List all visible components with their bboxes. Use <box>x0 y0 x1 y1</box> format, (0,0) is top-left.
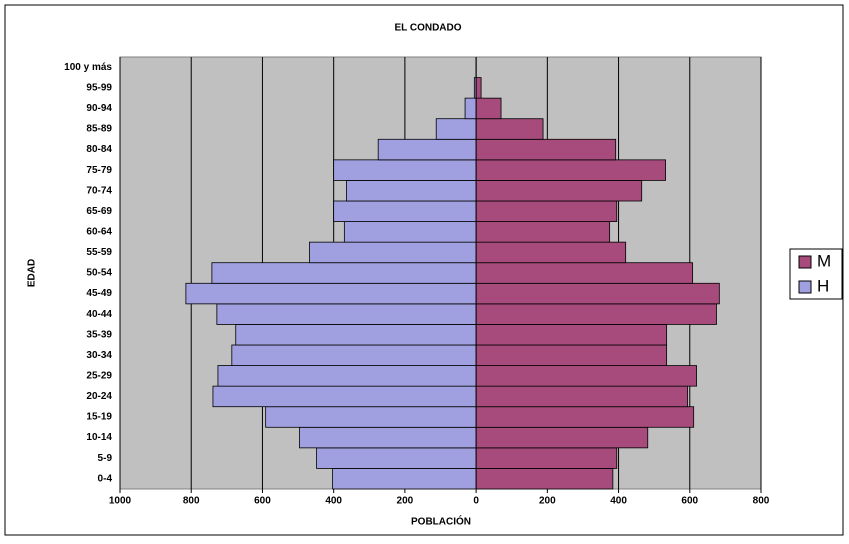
legend-label: H <box>817 276 829 295</box>
legend-swatch <box>798 280 812 294</box>
bar <box>309 241 477 264</box>
legend-label: M <box>817 251 831 270</box>
bar <box>475 262 694 284</box>
x-tick-label: 800 <box>183 496 200 507</box>
y-tick-label: 25-29 <box>86 370 112 381</box>
y-tick-label: 55-59 <box>86 247 112 258</box>
y-tick-label: 85-89 <box>86 124 112 135</box>
y-tick-label: 0-4 <box>98 473 113 484</box>
bar <box>475 77 482 99</box>
x-tick-label: 200 <box>539 496 556 507</box>
bar <box>475 303 717 325</box>
bar <box>316 447 477 469</box>
x-tick-label: 800 <box>753 496 770 507</box>
y-tick-label: 20-24 <box>86 391 112 402</box>
y-tick-label: 70-74 <box>86 185 112 196</box>
bar <box>185 282 477 305</box>
bar <box>475 200 618 222</box>
bar <box>475 97 502 120</box>
y-tick-label: 60-64 <box>86 226 112 237</box>
y-tick-label: 35-39 <box>86 329 112 340</box>
bar <box>333 159 477 181</box>
y-tick-label: 50-54 <box>86 268 112 279</box>
bar <box>265 406 477 428</box>
y-tick-label: 95-99 <box>86 82 112 93</box>
y-tick-label: 80-84 <box>86 144 112 155</box>
y-tick-label: 45-49 <box>86 288 112 299</box>
y-tick-label: 10-14 <box>86 432 112 443</box>
x-tick-label: 400 <box>325 496 342 507</box>
y-tick-label: 100 y más <box>64 62 112 73</box>
bar <box>475 447 618 469</box>
bar <box>475 159 666 181</box>
bar <box>217 365 477 387</box>
bar <box>235 324 477 346</box>
chart-title: EL CONDADO <box>394 23 461 34</box>
x-tick-label: 400 <box>610 496 627 507</box>
y-tick-label: 65-69 <box>86 206 112 217</box>
bar <box>216 303 477 325</box>
bar <box>475 365 697 387</box>
bar <box>475 180 643 202</box>
x-tick-label: 600 <box>681 496 698 507</box>
bar <box>464 97 477 120</box>
bar <box>435 118 477 140</box>
bar <box>377 138 477 161</box>
x-tick-label: 200 <box>397 496 414 507</box>
legend-swatch <box>798 255 812 269</box>
bar <box>475 241 627 264</box>
bar <box>333 200 477 222</box>
y-axis-label: EDAD <box>27 259 38 287</box>
y-tick-label: 5-9 <box>98 453 113 464</box>
bar <box>343 221 477 243</box>
bar <box>475 138 617 161</box>
y-tick-label: 40-44 <box>86 309 112 320</box>
bar <box>475 385 689 408</box>
x-axis-label: POBLACIÓN <box>411 515 471 528</box>
bar <box>475 426 649 449</box>
y-tick-label: 90-94 <box>86 103 112 114</box>
bar <box>475 282 720 305</box>
bar <box>475 406 695 428</box>
legend-box <box>789 248 843 300</box>
y-tick-label: 75-79 <box>86 165 112 176</box>
bar <box>211 262 477 284</box>
bar <box>332 468 477 490</box>
y-tick-label: 30-34 <box>86 350 112 361</box>
bar <box>475 468 614 490</box>
x-tick-label: 1000 <box>109 496 132 507</box>
bar <box>231 344 477 366</box>
bar <box>346 180 477 202</box>
bar <box>475 221 611 243</box>
bar <box>299 426 477 449</box>
bar <box>212 385 477 408</box>
bar <box>475 324 668 346</box>
y-tick-label: 15-19 <box>86 412 112 423</box>
bar <box>475 118 544 140</box>
x-tick-label: 0 <box>473 496 479 507</box>
x-tick-label: 600 <box>254 496 271 507</box>
bar <box>475 344 668 366</box>
